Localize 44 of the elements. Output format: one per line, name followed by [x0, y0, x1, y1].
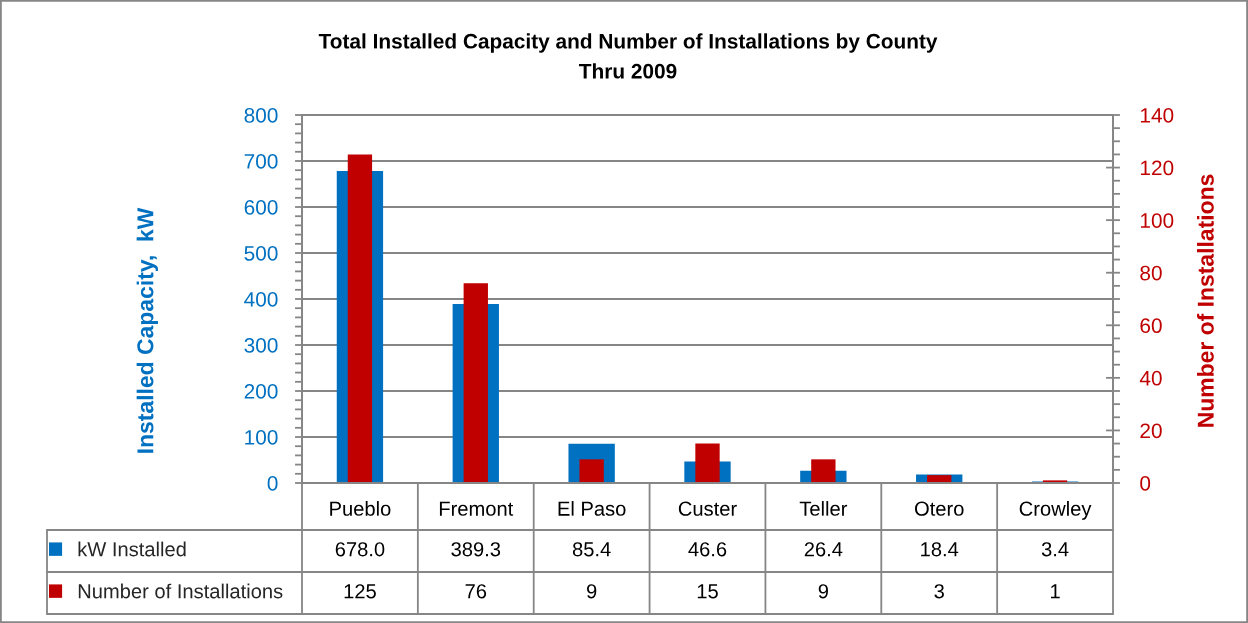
data-label: 76	[465, 584, 487, 599]
data-label: 18.4	[921, 542, 959, 557]
y-axis-title: Installed Capacity, kW	[136, 207, 158, 453]
x-tick-label: Custer	[678, 501, 737, 516]
data-label: 3.4	[1041, 542, 1069, 557]
chart-subtitle: Thru 2009	[579, 63, 677, 79]
data-label: 15	[697, 584, 718, 599]
y-tick-label: 300	[244, 338, 278, 353]
x-tick-label: El Paso	[558, 501, 626, 516]
y2-axis-title: Number of Installations	[1197, 174, 1214, 427]
y2-tick-label: 60	[1140, 318, 1162, 334]
data-label: 3	[934, 584, 944, 599]
y2-tick-label: 120	[1140, 160, 1174, 176]
data-label: 85.4	[572, 542, 611, 557]
x-tick-label: Pueblo	[330, 501, 391, 516]
y2-tick-label: 0	[1140, 476, 1151, 491]
y-tick-label: 200	[244, 384, 278, 399]
y2-tick-label: 140	[1140, 108, 1174, 123]
data-label: 9	[818, 584, 828, 599]
y-tick-label: 600	[244, 200, 278, 215]
chart-title: Total Installed Capacity and Number of Installations by County	[318, 33, 938, 53]
y2-tick-label: 80	[1140, 265, 1162, 281]
y-tick-label: 500	[244, 246, 278, 261]
data-label: 389.3	[451, 542, 501, 557]
x-tick-label: Fremont	[439, 501, 514, 516]
y-tick-label: 800	[244, 108, 278, 123]
data-label: 678.0	[335, 542, 385, 557]
y-tick-label: 400	[244, 292, 278, 307]
y-tick-label: 100	[245, 430, 278, 445]
data-label: 46.6	[688, 542, 727, 557]
y2-tick-label: 20	[1140, 423, 1162, 439]
x-tick-label: Crowley	[1019, 501, 1092, 520]
legend-label: Number of Installations	[78, 583, 283, 599]
legend-label: kW Installed	[78, 541, 186, 557]
y-tick-label: 0	[267, 476, 278, 491]
y2-tick-label: 100	[1140, 213, 1174, 228]
x-tick-label: Otero	[914, 501, 964, 516]
y-tick-label: 700	[244, 154, 278, 169]
data-label: 1	[1051, 584, 1060, 599]
y2-tick-label: 40	[1139, 370, 1162, 386]
x-tick-label: Teller	[799, 501, 848, 516]
data-label: 26.4	[804, 542, 843, 557]
data-label: 125	[344, 584, 376, 599]
data-label: 9	[586, 584, 597, 599]
